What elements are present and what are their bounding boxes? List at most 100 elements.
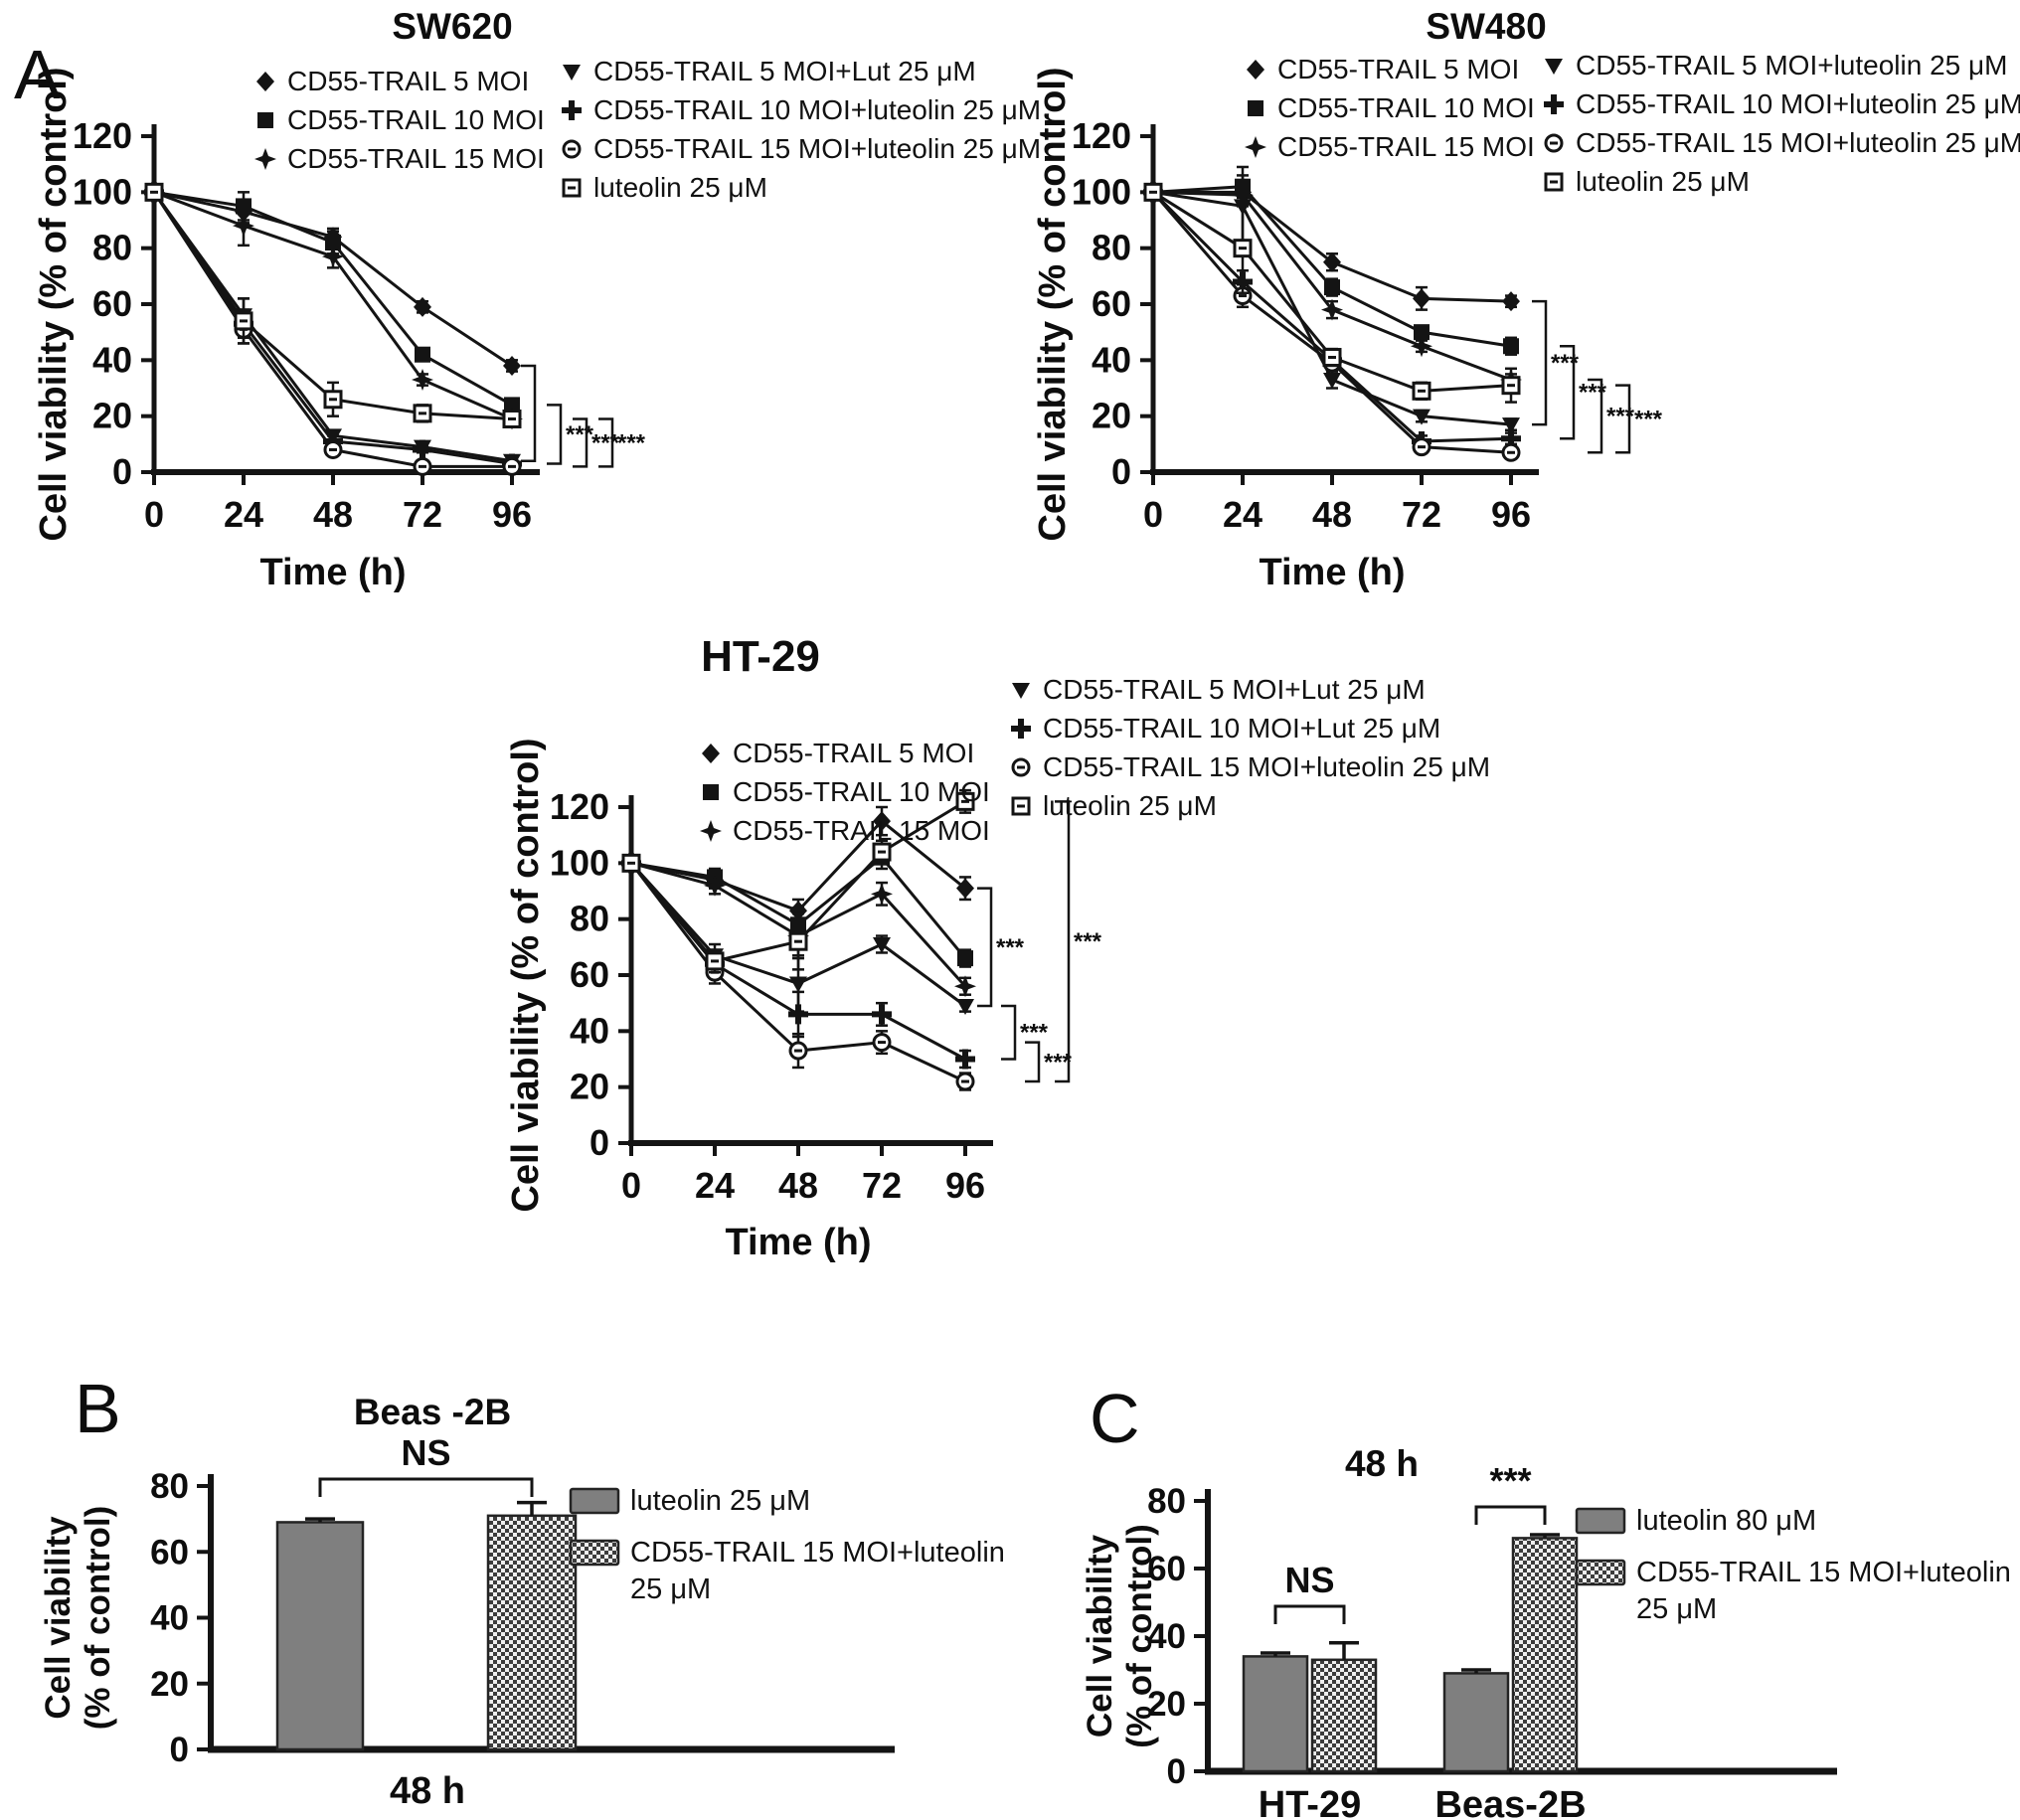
series-marker-icon	[1544, 94, 1564, 114]
legend-label: CD55-TRAIL 10 MOI	[1277, 92, 1535, 123]
bar-style-swatch-icon	[569, 1539, 620, 1566]
svg-text:100: 100	[1072, 171, 1131, 212]
series-marker-icon	[562, 139, 582, 159]
series-marker-icon	[1545, 59, 1563, 75]
svg-text:20: 20	[92, 396, 132, 436]
series-marker-icon	[254, 148, 276, 170]
legend-item: CD55-TRAIL 5 MOI	[251, 66, 545, 97]
legend-item: luteolin 80 μM	[1575, 1503, 2020, 1541]
svg-text:120: 120	[550, 786, 609, 827]
svg-text:96: 96	[492, 494, 532, 535]
series-marker-icon	[1011, 796, 1031, 816]
chart-title-beas2b: Beas -2B	[353, 1392, 512, 1432]
legend-ht29-col2: CD55-TRAIL 5 MOI+Lut 25 μM CD55-TRAIL 10 …	[1006, 674, 1490, 822]
legend-label: luteolin 25 μM	[630, 1485, 811, 1517]
svg-text:80: 80	[570, 899, 609, 939]
legend-item: CD55-TRAIL 10 MOI	[1241, 92, 1535, 124]
legend-sw480-col1: CD55-TRAIL 5 MOI CD55-TRAIL 10 MOI CD55-TR…	[1241, 54, 1535, 163]
legend-label: CD55-TRAIL 15 MOI+luteolin 25 μM	[593, 133, 1042, 164]
legend-item: CD55-TRAIL 15 MOI+luteolin 25 μM	[569, 1535, 1026, 1609]
svg-text:Time (h): Time (h)	[725, 1222, 871, 1263]
legend-item: CD55-TRAIL 15 MOI+luteolin 25 μM	[1539, 127, 2020, 159]
series-marker-icon	[702, 744, 720, 763]
legend-label: CD55-TRAIL 15 MOI+luteolin 25 μM	[630, 1536, 1005, 1606]
legend-label: luteolin 25 μM	[1576, 166, 1750, 197]
svg-text:24: 24	[224, 494, 263, 535]
bars	[275, 1500, 578, 1751]
svg-text:***: ***	[1634, 406, 1663, 432]
svg-text:60: 60	[92, 283, 132, 324]
svg-text:96: 96	[1491, 494, 1531, 535]
legend-item: CD55-TRAIL 5 MOI	[1241, 54, 1535, 85]
series-marker-icon	[1012, 683, 1030, 699]
svg-text:0: 0	[144, 494, 164, 535]
svg-text:100: 100	[73, 171, 132, 212]
svg-text:80: 80	[92, 228, 132, 268]
bar-chart-beas2b: 0 20 40 60 80 Cell viability (% of control) NS 4…	[39, 1432, 895, 1812]
series-marker-icon	[562, 178, 582, 198]
svg-text:40: 40	[1147, 1617, 1186, 1656]
series-marker-icon	[700, 820, 722, 842]
bar-chart-c48: 0 20 40 60 80 Cell viability (% of control) HT-…	[1081, 1460, 1837, 1820]
svg-text:0: 0	[1167, 1752, 1186, 1791]
svg-text:0: 0	[1143, 494, 1163, 535]
svg-text:Cell viability (% of control): Cell viability (% of control)	[1032, 67, 1074, 541]
legend-sw620-col1: CD55-TRAIL 5 MOI CD55-TRAIL 10 MOI CD55-TR…	[251, 66, 545, 175]
series-1	[146, 184, 520, 414]
legend-item: CD55-TRAIL 5 MOI+luteolin 25 μM	[1539, 50, 2020, 82]
legend-item: CD55-TRAIL 5 MOI	[696, 738, 990, 769]
panel-b-label: B	[75, 1370, 121, 1447]
legend-label: CD55-TRAIL 15 MOI+luteolin 25 μM	[1576, 127, 2020, 158]
svg-text:80: 80	[1092, 228, 1131, 268]
svg-text:Cell viability: Cell viability	[1081, 1534, 1119, 1737]
svg-text:0: 0	[1111, 451, 1131, 492]
series-marker-icon	[1011, 719, 1031, 739]
svg-text:Cell viability (% of control): Cell viability (% of control)	[33, 67, 75, 541]
legend-label: CD55-TRAIL 10 MOI	[287, 104, 545, 135]
bars	[1242, 1533, 1579, 1773]
svg-text:96: 96	[945, 1165, 985, 1206]
legend-label: CD55-TRAIL 15 MOI	[287, 143, 545, 174]
legend-sw620-col2: CD55-TRAIL 5 MOI+Lut 25 μM CD55-TRAIL 10 …	[557, 56, 1041, 204]
legend-item: CD55-TRAIL 10 MOI+luteolin 25 μM	[1539, 88, 2020, 120]
legend-item: CD55-TRAIL 15 MOI	[696, 815, 990, 847]
svg-text:(% of control): (% of control)	[1120, 1524, 1159, 1748]
chart-title-c48: 48 h	[1344, 1443, 1420, 1484]
legend-item: luteolin 25 μM	[557, 172, 1041, 204]
legend-item: CD55-TRAIL 5 MOI+Lut 25 μM	[1006, 674, 1490, 706]
legend-ht29-col1: CD55-TRAIL 5 MOI CD55-TRAIL 10 MOI CD55-TR…	[696, 738, 990, 847]
svg-text:48: 48	[778, 1165, 818, 1206]
svg-text:48: 48	[1312, 494, 1352, 535]
svg-text:0: 0	[170, 1731, 189, 1769]
svg-text:20: 20	[570, 1067, 609, 1107]
legend-label: CD55-TRAIL 10 MOI+luteolin 25 μM	[1576, 88, 2020, 119]
legend-label: CD55-TRAIL 10 MOI+luteolin 25 μM	[593, 94, 1042, 125]
legend-item: CD55-TRAIL 15 MOI+luteolin 25 μM	[1575, 1555, 2020, 1629]
svg-text:***: ***	[1579, 380, 1607, 407]
bar-style-swatch-icon	[569, 1487, 620, 1515]
svg-text:60: 60	[570, 954, 609, 995]
series-marker-icon	[256, 72, 274, 91]
svg-text:0: 0	[112, 451, 132, 492]
legend-label: CD55-TRAIL 5 MOI+Lut 25 μM	[1043, 674, 1426, 705]
svg-text:***: ***	[566, 421, 594, 448]
legend-label: CD55-TRAIL 15 MOI	[733, 815, 990, 846]
svg-text:NS: NS	[401, 1432, 450, 1473]
line-chart-sw620: 0 20 40 60 80 100 120 0 24 48 72 96 Time (h) Cell via…	[33, 67, 646, 593]
significance: NS	[318, 1432, 534, 1497]
svg-text:120: 120	[73, 115, 132, 156]
svg-text:40: 40	[92, 339, 132, 380]
svg-text:48: 48	[313, 494, 353, 535]
line-chart-ht29: 0 20 40 60 80 100 120 0 24 48 72 96 Time (h) Cell via…	[505, 738, 1102, 1263]
legend-label: CD55-TRAIL 5 MOI	[733, 738, 975, 768]
svg-text:***: ***	[1551, 350, 1580, 377]
legend-label: luteolin 80 μM	[1636, 1505, 1817, 1537]
svg-text:***: ***	[1489, 1460, 1531, 1501]
svg-text:Time (h): Time (h)	[259, 552, 406, 593]
legend-label: CD55-TRAIL 15 MOI+luteolin 25 μM	[1043, 751, 1491, 782]
svg-text:24: 24	[695, 1165, 735, 1206]
legend-item: luteolin 25 μM	[1006, 790, 1490, 822]
svg-text:***: ***	[591, 429, 620, 456]
legend-item: CD55-TRAIL 10 MOI	[696, 776, 990, 808]
legend-item: CD55-TRAIL 10 MOI+Lut 25 μM	[1006, 713, 1490, 745]
